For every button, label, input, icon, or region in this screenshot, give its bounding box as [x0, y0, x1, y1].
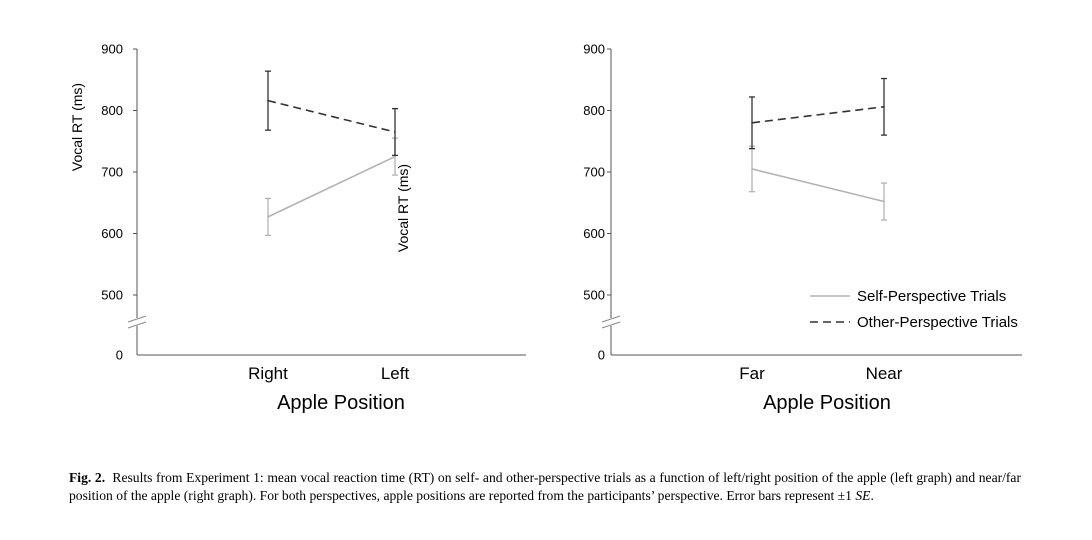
data-point — [267, 99, 269, 102]
axis-break-gap — [603, 318, 619, 326]
x-category-label: Near — [866, 364, 903, 383]
data-point — [883, 200, 885, 203]
data-point — [394, 131, 396, 133]
data-point — [267, 216, 269, 218]
axis-break-mark — [127, 321, 147, 329]
data-point — [751, 122, 753, 124]
axis-break-gap — [129, 318, 145, 326]
figure-caption: Fig. 2. Results from Experiment 1: mean … — [69, 469, 1021, 505]
axis-break-mark — [127, 315, 147, 323]
y-tick-label: 0 — [598, 348, 605, 363]
legend: Self-Perspective Trials Other-Perspective… — [810, 288, 1018, 331]
y-tick-label: 700 — [101, 165, 123, 180]
x-axis-label: Apple Position — [763, 392, 891, 414]
caption-label: Fig. 2. — [69, 470, 106, 485]
axis-break-mark — [601, 321, 621, 329]
chart-2: 0 500 600 700 800 900 Far Near Apple Position Sel… — [583, 42, 1022, 414]
x-category-label: Right — [248, 364, 288, 383]
x-category-label: Far — [739, 364, 765, 383]
y-tick-label: 800 — [583, 103, 605, 118]
figure-charts: 0 500 600 700 800 900 Right Left Apple Position V… — [69, 42, 1022, 414]
x-category-label: Left — [381, 364, 410, 383]
series-line-self — [751, 168, 885, 203]
data-point — [751, 168, 753, 170]
series-line-self — [267, 155, 396, 218]
legend-label: Other-Perspective Trials — [857, 314, 1018, 331]
y-tick-label: 500 — [583, 288, 605, 303]
series-line-other — [751, 106, 885, 124]
chart-1: 0 500 600 700 800 900 Right Left Apple Position V… — [69, 42, 526, 414]
y-tick-label: 700 — [583, 165, 605, 180]
y-tick-label: 900 — [583, 42, 605, 57]
axis-break-mark — [601, 315, 621, 323]
legend-label: Self-Perspective Trials — [857, 288, 1006, 305]
y-tick-label: 600 — [101, 226, 123, 241]
y-tick-label: 900 — [101, 42, 123, 57]
y-tick-label: 500 — [101, 288, 123, 303]
caption-se: SE — [855, 488, 871, 503]
y-tick-label: 800 — [101, 103, 123, 118]
y-tick-label: 0 — [116, 348, 123, 363]
caption-text: Results from Experiment 1: mean vocal re… — [69, 470, 1021, 503]
data-point — [883, 106, 885, 108]
data-point — [394, 155, 396, 158]
caption-end: . — [870, 488, 874, 503]
y-axis-label: Vocal RT (ms) — [69, 83, 85, 171]
y-tick-label: 600 — [583, 226, 605, 241]
series-line-other — [267, 99, 396, 133]
x-axis-label: Apple Position — [277, 392, 405, 414]
stray-y-label: Vocal RT (ms) — [395, 164, 411, 252]
